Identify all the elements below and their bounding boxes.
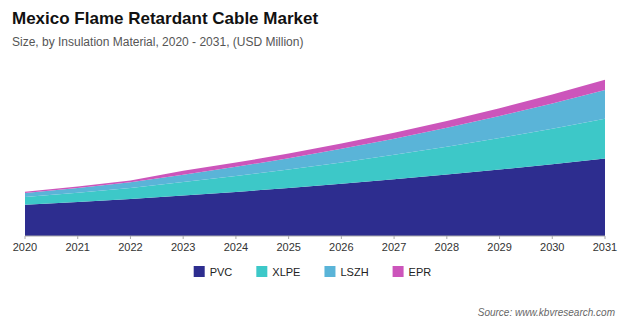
x-tick bbox=[235, 236, 236, 239]
x-tick bbox=[446, 236, 447, 239]
areas bbox=[25, 80, 605, 236]
x-tick bbox=[77, 236, 78, 239]
x-tick-label: 2028 bbox=[435, 241, 459, 253]
x-tick-label: 2022 bbox=[118, 241, 142, 253]
x-tick bbox=[394, 236, 395, 239]
x-tick-label: 2026 bbox=[329, 241, 353, 253]
source-note: Source: www.kbvresearch.com bbox=[478, 307, 615, 318]
legend-swatch bbox=[194, 266, 205, 277]
x-tick-label: 2030 bbox=[540, 241, 564, 253]
legend-label: PVC bbox=[210, 266, 233, 278]
subtitle: Size, by Insulation Material, 2020 - 203… bbox=[12, 35, 303, 49]
x-tick-label: 2031 bbox=[593, 241, 617, 253]
x-tick-label: 2023 bbox=[171, 241, 195, 253]
legend: PVC XLPE LSZH EPR bbox=[194, 266, 432, 278]
legend-swatch bbox=[393, 266, 404, 277]
x-axis bbox=[25, 236, 605, 237]
x-tick bbox=[552, 236, 553, 239]
x-tick bbox=[130, 236, 131, 239]
x-tick-label: 2029 bbox=[487, 241, 511, 253]
title: Mexico Flame Retardant Cable Market bbox=[12, 9, 318, 28]
legend-item: XLPE bbox=[256, 266, 300, 278]
legend-item: LSZH bbox=[324, 266, 368, 278]
x-tick-label: 2024 bbox=[224, 241, 248, 253]
legend-item: EPR bbox=[393, 266, 432, 278]
x-tick bbox=[341, 236, 342, 239]
x-tick bbox=[183, 236, 184, 239]
legend-label: LSZH bbox=[340, 266, 368, 278]
legend-item: PVC bbox=[194, 266, 233, 278]
x-tick-label: 2021 bbox=[65, 241, 89, 253]
legend-swatch bbox=[324, 266, 335, 277]
legend-label: XLPE bbox=[272, 266, 300, 278]
x-tick bbox=[499, 236, 500, 239]
legend-label: EPR bbox=[409, 266, 432, 278]
x-tick bbox=[25, 236, 26, 239]
x-tick-label: 2025 bbox=[276, 241, 300, 253]
chart: Mexico Flame Retardant Cable Market Size,… bbox=[0, 0, 625, 322]
x-tick bbox=[605, 236, 606, 239]
legend-swatch bbox=[256, 266, 267, 277]
x-tick-label: 2020 bbox=[13, 241, 37, 253]
area bbox=[25, 80, 605, 193]
x-tick-label: 2027 bbox=[382, 241, 406, 253]
x-tick bbox=[288, 236, 289, 239]
